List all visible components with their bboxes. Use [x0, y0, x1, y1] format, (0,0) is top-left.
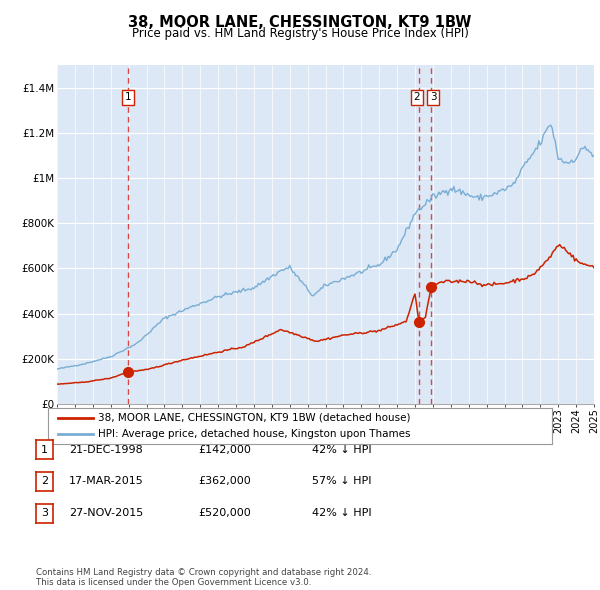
Text: 3: 3	[430, 92, 436, 102]
Text: 21-DEC-1998: 21-DEC-1998	[69, 445, 143, 454]
Text: 38, MOOR LANE, CHESSINGTON, KT9 1BW (detached house): 38, MOOR LANE, CHESSINGTON, KT9 1BW (det…	[98, 413, 411, 423]
Text: £520,000: £520,000	[198, 509, 251, 518]
Text: 1: 1	[125, 92, 131, 102]
Text: HPI: Average price, detached house, Kingston upon Thames: HPI: Average price, detached house, King…	[98, 429, 411, 439]
Text: 1: 1	[41, 445, 48, 454]
Text: 2: 2	[413, 92, 420, 102]
Text: 42% ↓ HPI: 42% ↓ HPI	[312, 509, 371, 518]
Text: 38, MOOR LANE, CHESSINGTON, KT9 1BW: 38, MOOR LANE, CHESSINGTON, KT9 1BW	[128, 15, 472, 30]
Text: Price paid vs. HM Land Registry's House Price Index (HPI): Price paid vs. HM Land Registry's House …	[131, 27, 469, 40]
Text: 17-MAR-2015: 17-MAR-2015	[69, 477, 144, 486]
Text: £362,000: £362,000	[198, 477, 251, 486]
Text: 57% ↓ HPI: 57% ↓ HPI	[312, 477, 371, 486]
Text: Contains HM Land Registry data © Crown copyright and database right 2024.
This d: Contains HM Land Registry data © Crown c…	[36, 568, 371, 587]
Text: 2: 2	[41, 477, 48, 486]
Text: £142,000: £142,000	[198, 445, 251, 454]
Text: 42% ↓ HPI: 42% ↓ HPI	[312, 445, 371, 454]
Text: 3: 3	[41, 509, 48, 518]
Text: 27-NOV-2015: 27-NOV-2015	[69, 509, 143, 518]
